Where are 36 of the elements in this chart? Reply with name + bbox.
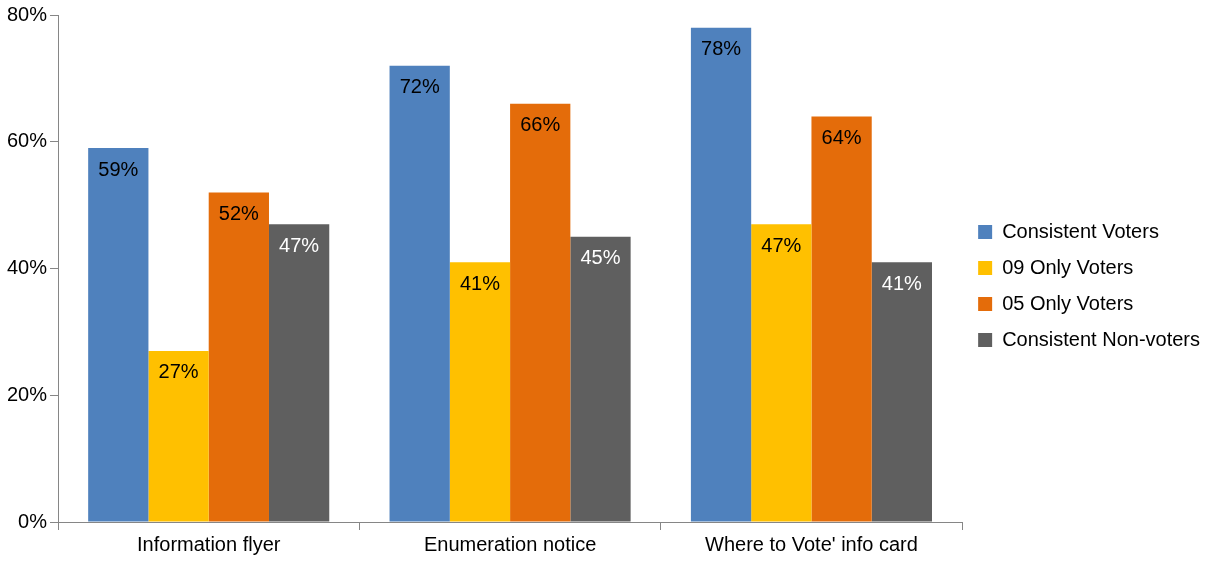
data-label: 41% — [459, 271, 501, 294]
bar — [811, 116, 872, 522]
bar — [751, 224, 812, 522]
x-tick-label: Enumeration notice — [423, 532, 597, 555]
data-label: 66% — [520, 113, 561, 136]
data-label: 72% — [399, 75, 440, 98]
x-tick-label: Where to Vote' info card — [705, 532, 918, 555]
bar — [148, 350, 209, 522]
data-label: 27% — [158, 360, 199, 383]
legend-label: Consistent Non-voters — [1002, 327, 1201, 350]
y-tick-label: 80% — [7, 2, 48, 25]
bar — [871, 262, 932, 522]
bar — [208, 192, 269, 522]
bar — [690, 27, 752, 522]
data-label: 45% — [580, 246, 621, 269]
data-label: 59% — [98, 157, 139, 180]
data-label: 64% — [821, 125, 862, 148]
legend-label: 05 Only Voters — [1002, 291, 1134, 314]
y-tick-label: 60% — [7, 129, 48, 152]
data-label: 78% — [701, 37, 742, 60]
data-label: 41% — [881, 271, 923, 294]
data-label: 47% — [761, 233, 802, 256]
legend-label: 09 Only Voters — [1002, 255, 1134, 278]
bar — [268, 224, 330, 522]
y-tick-label: 0% — [18, 509, 48, 532]
x-tick-label: Information flyer — [137, 532, 281, 555]
legend-label: Consistent Voters — [1002, 219, 1159, 242]
bar — [570, 236, 631, 522]
y-tick-label: 20% — [7, 382, 48, 405]
bar — [449, 262, 511, 522]
data-label: 52% — [218, 201, 260, 224]
bar — [88, 148, 149, 522]
bar — [510, 103, 571, 522]
data-label: 47% — [279, 233, 320, 256]
y-tick-label: 40% — [7, 256, 48, 279]
bar — [389, 65, 450, 522]
